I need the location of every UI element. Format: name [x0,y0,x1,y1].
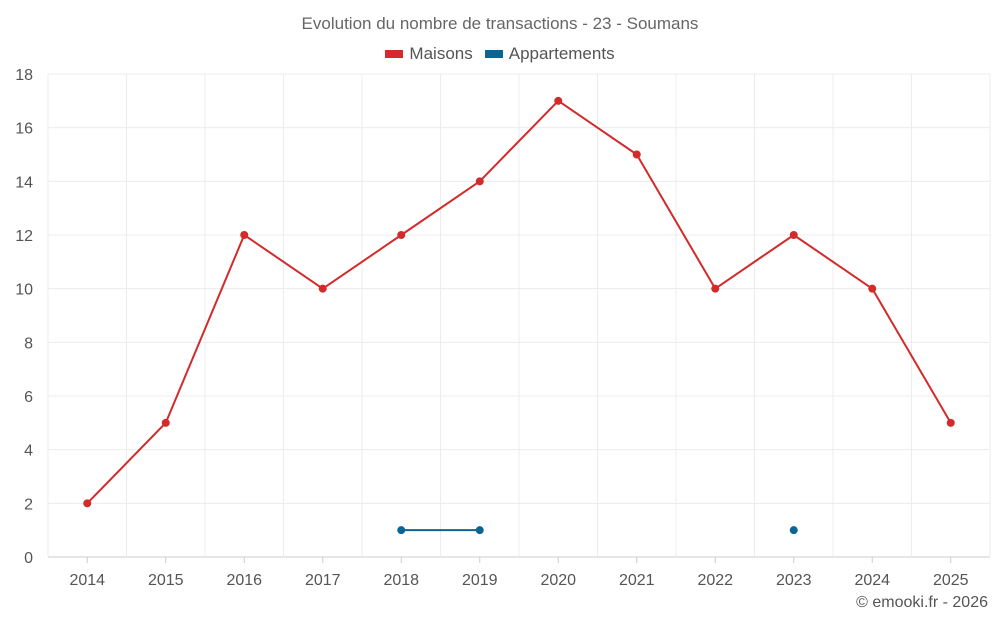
x-tick-label: 2014 [69,572,105,589]
x-tick-label: 2023 [776,572,812,589]
legend-swatch-maisons [385,50,404,58]
data-point-maisons-2018 [397,231,406,239]
y-tick-label: 4 [24,443,33,460]
x-tick-label: 2017 [305,572,341,589]
x-tick-label: 2015 [148,572,184,589]
x-tick-label: 2018 [383,572,419,589]
y-tick-label: 10 [15,282,33,299]
data-point-appartements-2019 [475,526,484,535]
data-point-appartements-2018 [397,526,406,535]
chart-title: Evolution du nombre de transactions - 23… [301,14,699,33]
y-tick-label: 18 [15,67,33,84]
x-tick-label: 2020 [540,572,576,589]
x-tick-label: 2022 [697,572,733,589]
data-point-maisons-2023 [789,231,798,239]
data-point-maisons-2020 [554,96,563,105]
series [83,96,955,535]
legend-item-maisons[interactable]: Maisons [385,44,473,64]
series-line-maisons [86,99,952,505]
x-tick-label: 2021 [619,572,655,589]
data-point-appartements-2023 [789,526,798,535]
y-tick-label: 6 [24,389,33,406]
legend-label-appartements: Appartements [508,44,615,63]
x-tick-label: 2016 [226,572,262,589]
data-point-maisons-2014 [83,499,92,508]
y-tick-label: 14 [15,174,33,191]
data-point-maisons-2015 [161,418,170,427]
y-tick-label: 12 [15,228,33,245]
data-point-maisons-2024 [868,284,877,293]
y-tick-label: 0 [24,550,33,567]
x-tick-label: 2019 [462,572,498,589]
data-point-maisons-2025 [946,418,955,427]
legend: Maisons Appartements [0,44,1000,64]
data-point-maisons-2017 [318,284,327,293]
grid-lines [47,73,991,558]
y-tick-label: 8 [24,335,33,352]
credit-text: © emooki.fr - 2026 [856,594,988,611]
axes: 0 2 4 6 8 10 12 14 16 18 2014 2015 2016 2017 2018 2019 2… [15,67,968,589]
x-tick-label: 2024 [854,572,890,589]
y-tick-label: 2 [24,496,33,513]
y-tick-label: 16 [15,121,33,138]
data-point-maisons-2019 [475,177,484,186]
data-point-maisons-2016 [240,231,249,239]
legend-label-maisons: Maisons [409,44,473,63]
legend-swatch-appartements [484,50,503,58]
legend-item-appartements[interactable]: Appartements [484,44,615,64]
x-tick-label: 2025 [933,572,969,589]
data-point-maisons-2022 [711,284,720,293]
data-point-maisons-2021 [632,150,641,159]
